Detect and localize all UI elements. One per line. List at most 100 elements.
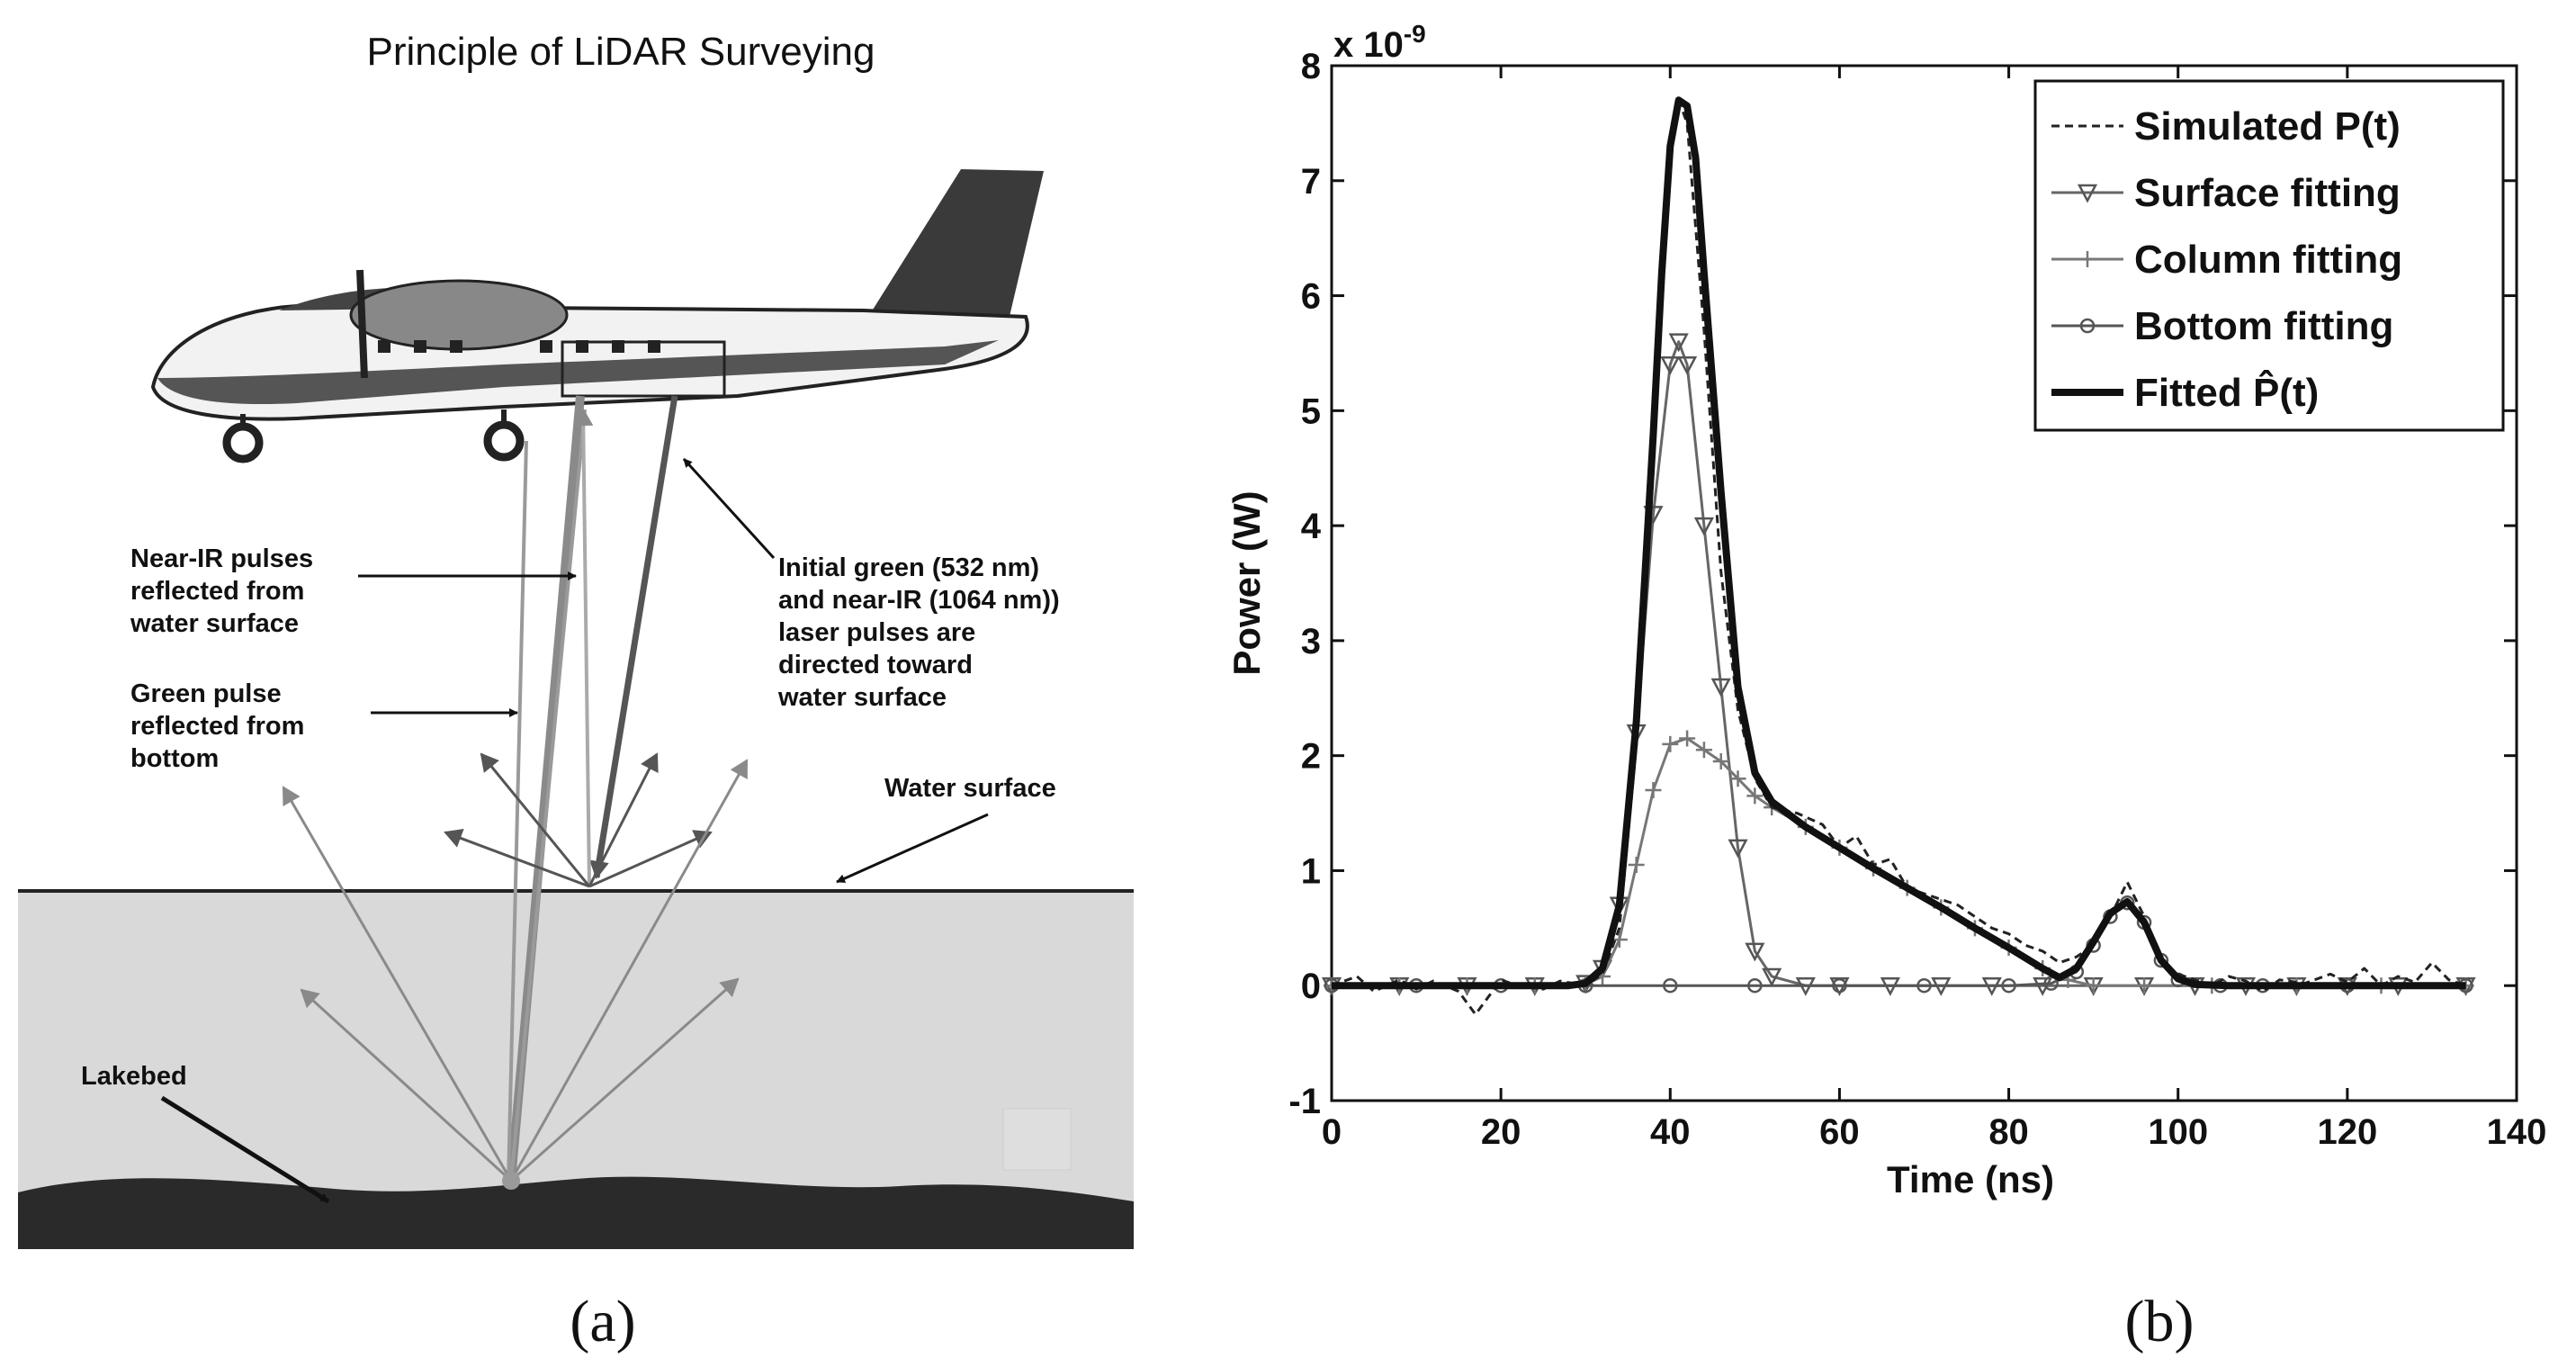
y-tick-label: 7 (1301, 162, 1321, 202)
beam-nir-up (573, 408, 594, 887)
x-tick-label: 100 (2148, 1112, 2208, 1152)
y-tick-label: 8 (1301, 47, 1321, 86)
lidar-unit (561, 340, 726, 398)
data-point (1747, 977, 1763, 994)
pointer-arrow (160, 1095, 330, 1204)
airplane-tail (864, 169, 1044, 324)
panel-a-title: Principle of LiDAR Surveying (367, 30, 875, 74)
x-tick-label: 60 (1819, 1112, 1860, 1152)
data-point (1677, 355, 1698, 375)
scatter-ray (509, 759, 749, 1182)
data-point (1662, 735, 1679, 752)
x-tick-label: 40 (1650, 1112, 1691, 1152)
data-point (2085, 977, 2102, 994)
y-tick-label: 5 (1301, 391, 1321, 431)
legend-items: Simulated P(t) Surface fitting Column fitt… (2051, 104, 2402, 415)
airplane-stripe (157, 340, 999, 405)
scatter-ray (588, 830, 713, 888)
lakebed-shape (18, 1176, 1134, 1249)
y-tick-label: 2 (1301, 737, 1321, 777)
beam-return (509, 409, 587, 1182)
airplane-window (540, 340, 552, 353)
y-tick-label: 1 (1301, 851, 1321, 891)
scatter-ray (444, 829, 590, 888)
wheel-front (222, 422, 264, 463)
data-point (1628, 857, 1645, 874)
legend-marker (2079, 251, 2096, 267)
series-line (1332, 96, 2466, 990)
scatter-ray (588, 752, 659, 887)
data-point (1645, 782, 1662, 798)
scatter-ray (510, 977, 740, 1183)
airplane-window (414, 340, 426, 353)
data-point (1729, 770, 1746, 787)
airplane-window (378, 340, 390, 353)
beam-nir-down (589, 395, 678, 879)
data-point (1668, 333, 1689, 353)
data-point (2001, 977, 2016, 994)
propeller (356, 269, 368, 379)
data-point (1710, 678, 1731, 697)
annotation-initial: Initial green (532 nm) and near-IR (1064… (777, 553, 1067, 712)
data-point (1660, 355, 1681, 375)
water-body (18, 891, 1134, 1201)
data-point (1693, 517, 1714, 536)
y-tick-label: 4 (1301, 507, 1322, 546)
data-point (1745, 942, 1765, 962)
legend-label: Simulated P(t) (2134, 104, 2401, 148)
airplane-illustration (150, 169, 1044, 463)
scatter-ray (300, 988, 513, 1183)
data-point (1916, 977, 1932, 994)
y-axis-label: Power (W) (1225, 490, 1268, 675)
legend-marker (2079, 318, 2096, 334)
data-point (2136, 977, 2153, 994)
x-tick-label: 0 (1322, 1112, 1342, 1152)
legend: Simulated P(t) Surface fitting Column fitt… (2033, 79, 2505, 432)
series-4 (1332, 96, 2466, 990)
legend-label: Surface fitting (2134, 171, 2401, 215)
pointer-arrow (836, 813, 989, 884)
series-layer (1321, 96, 2476, 1016)
data-point (1611, 931, 1628, 949)
beam-green-return (507, 440, 528, 1182)
legend-marker (2077, 184, 2098, 203)
laser-beams (282, 395, 749, 1190)
scatter-ray (282, 786, 513, 1182)
airplane-window (450, 340, 462, 353)
data-point (1679, 730, 1696, 747)
annotations: Near-IR pulses reflected from water surf… (81, 457, 1067, 1204)
airplane-engine (349, 279, 569, 351)
x-tick-label: 140 (2487, 1112, 2547, 1152)
y-tick-label: 0 (1301, 967, 1321, 1006)
annotation-lakebed: Lakebed (81, 1062, 187, 1091)
y-tick-label: 6 (1301, 277, 1321, 317)
small-box (1002, 1108, 1072, 1171)
legend-label: Fitted P̂(t) (2134, 368, 2319, 415)
y-tick-label: 3 (1301, 622, 1321, 661)
panel-a-label: (a) (570, 1289, 635, 1354)
data-point (1695, 742, 1712, 759)
data-point (1728, 839, 1748, 859)
data-point (1712, 753, 1729, 770)
panel-a: Principle of LiDAR Surveying (18, 30, 1134, 1354)
x-tick-label: 20 (1481, 1112, 1521, 1152)
scatter-ray (480, 752, 591, 887)
data-point (1832, 977, 1847, 994)
data-point (1663, 977, 1678, 994)
x-axis-label: Time (ns) (1887, 1158, 2054, 1201)
bottom-reflection-point (502, 1172, 520, 1190)
annotation-water-surface: Water surface (884, 774, 1056, 803)
legend-label: Bottom fitting (2134, 304, 2393, 348)
legend-label: Column fitting (2134, 238, 2402, 282)
x-tick-label: 120 (2317, 1112, 2377, 1152)
pointer-arrow (682, 457, 776, 560)
x-tick-label: 80 (1988, 1112, 2029, 1152)
exponent-label: x 10-9 (1333, 20, 1426, 65)
annotation-green: Green pulse reflected from bottom (130, 679, 311, 773)
annotation-near-ir: Near-IR pulses reflected from water surf… (130, 544, 320, 638)
legend-box (2033, 79, 2505, 432)
panel-b-label: (b) (2125, 1289, 2195, 1354)
